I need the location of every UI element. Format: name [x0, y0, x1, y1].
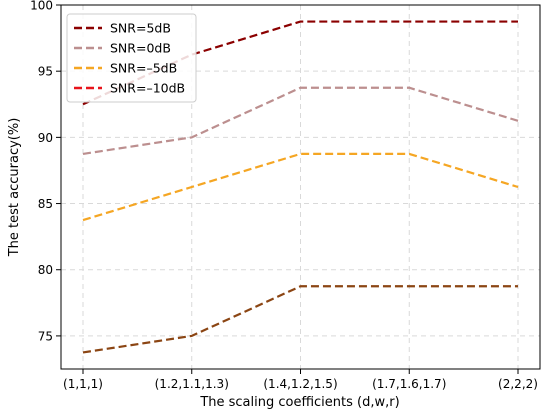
- y-tick-label: 75: [38, 329, 53, 343]
- legend: SNR=5dB SNR=0dB SNR=–5dB SNR=–10dB: [66, 13, 197, 103]
- x-tick-label: (1.2,1.1,1.3): [155, 377, 229, 391]
- series-line-2: [82, 152, 519, 222]
- x-tick-label: (2,2,2): [498, 377, 538, 391]
- x-axis-label: The scaling coefficients (d,w,r): [199, 395, 399, 410]
- y-tick-label: 90: [38, 131, 53, 145]
- legend-label: SNR=–10dB: [110, 81, 185, 96]
- x-tick-label: (1.7,1.6,1.7): [372, 377, 446, 391]
- y-tick-label: 100: [30, 0, 53, 13]
- y-tick-label: 95: [38, 65, 53, 79]
- legend-box: [66, 13, 197, 103]
- x-tick-label: (1,1,1): [63, 377, 103, 391]
- axes: 75 80 85 90 95 100 (1,1,1) (1.2,1.1,1.3) (1.4,1.…: [30, 0, 538, 391]
- legend-label: SNR=5dB: [110, 21, 171, 36]
- y-tick-label: 85: [38, 197, 53, 211]
- y-axis-label: The test accuracy(%): [7, 118, 22, 258]
- legend-label: SNR=–5dB: [110, 61, 177, 76]
- legend-label: SNR=0dB: [110, 41, 171, 56]
- x-tick-label: (1.4,1.2,1.5): [263, 377, 337, 391]
- y-tick-label: 80: [38, 263, 53, 277]
